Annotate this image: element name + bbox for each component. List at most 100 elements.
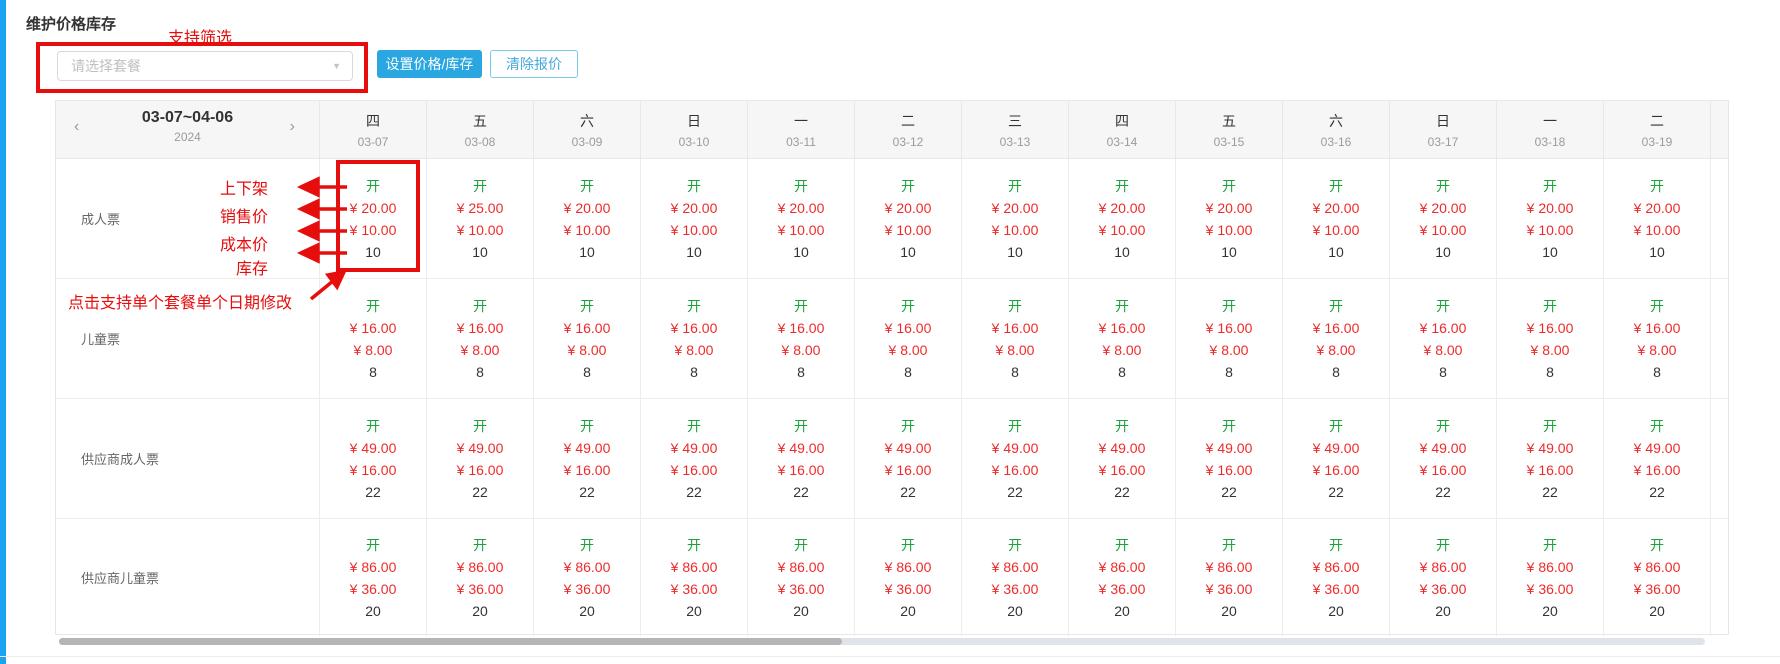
price-cell[interactable]: 开 ¥ 49.00 ¥ 16.00 22 [747,399,854,518]
date-label: 03-09 [571,134,603,149]
stock-value: 22 [793,483,809,500]
package-select[interactable]: 请选择套餐 ▼ [57,51,353,81]
sale-price: ¥ 25.00 [456,199,504,216]
sale-price: ¥ 20.00 [1633,199,1681,216]
price-cell[interactable]: 开 ¥ 86.00 ¥ 36.00 20 [640,519,747,636]
price-cell[interactable]: 开 ¥ 49.00 ¥ 16.00 22 [1282,399,1389,518]
price-cell[interactable]: 开 ¥ 16.00 ¥ 8.00 8 [426,279,533,398]
price-cell[interactable]: 开 ¥ 16.00 ¥ 8.00 8 [640,279,747,398]
price-cell[interactable]: 开 ¥ 25.00 ¥ 10.00 10 [426,159,533,278]
day-column-header: 五 03-15 [1175,101,1282,158]
annotation-costprice-label: 成本价 [219,237,268,254]
clear-quote-button[interactable]: 清除报价 [490,50,578,78]
sale-price: ¥ 86.00 [1205,558,1253,575]
price-cell[interactable]: 开 ¥ 49.00 ¥ 16.00 22 [1389,399,1496,518]
price-cell[interactable]: 开 ¥ 86.00 ¥ 36.00 20 [1175,519,1282,636]
price-cell[interactable]: 开 ¥ 20.00 ¥ 10.00 10 [319,159,426,278]
price-cell[interactable]: 开 ¥ 86.00 ¥ 36.00 20 [533,519,640,636]
set-price-stock-button[interactable]: 设置价格/库存 [377,50,482,78]
sale-price: ¥ 16.00 [1419,319,1467,336]
price-cell[interactable]: 开 ¥ 16.00 ¥ 8.00 8 [1496,279,1603,398]
price-cell[interactable]: 开 ¥ 49.00 ¥ 16.00 22 [1068,399,1175,518]
price-cell[interactable]: 开 ¥ 20.00 ¥ 10.00 10 [1068,159,1175,278]
price-cell[interactable]: 开 ¥ 20.00 ¥ 10.00 10 [1389,159,1496,278]
price-cell[interactable]: 开 ¥ 16.00 ¥ 8.00 8 [319,279,426,398]
price-cell[interactable]: 开 ¥ 49.00 ¥ 16.00 22 [426,399,533,518]
chevron-left-icon[interactable]: ‹ [70,118,83,136]
cost-price: ¥ 36.00 [777,580,825,597]
date-label: 03-17 [1427,134,1459,149]
day-column-header: 一 03-11 [747,101,854,158]
horizontal-scrollbar-thumb[interactable] [59,638,842,645]
price-cell[interactable]: 开 ¥ 86.00 ¥ 36.00 20 [426,519,533,636]
price-cell[interactable]: 开 ¥ 49.00 ¥ 16.00 22 [640,399,747,518]
price-cell[interactable]: 开 ¥ 86.00 ¥ 36.00 20 [854,519,961,636]
price-cell[interactable]: 开 ¥ 16.00 ¥ 8.00 8 [533,279,640,398]
onoff-status: 开 [1222,177,1236,194]
weekday-label: 五 [473,112,487,129]
onoff-status: 开 [366,536,380,553]
package-select-placeholder: 请选择套餐 [71,58,141,74]
price-cell[interactable]: 开 ¥ 49.00 ¥ 16.00 22 [1496,399,1603,518]
price-cell[interactable]: 开 ¥ 16.00 ¥ 8.00 8 [1389,279,1496,398]
price-cell[interactable]: 开 ¥ 86.00 ¥ 36.00 20 [319,519,426,636]
stock-value: 10 [472,243,488,260]
sale-price: ¥ 20.00 [1419,199,1467,216]
date-range-label: 03-07~04-06 [141,109,234,126]
date-label: 03-18 [1534,134,1566,149]
sale-price: ¥ 86.00 [456,558,504,575]
date-range-year: 2024 [174,130,201,144]
price-cell[interactable]: 开 ¥ 86.00 ¥ 36.00 20 [1496,519,1603,636]
price-cell[interactable]: 开 ¥ 49.00 ¥ 16.00 22 [961,399,1068,518]
stock-value: 22 [1542,483,1558,500]
day-column-header: 六 03-09 [533,101,640,158]
price-cell[interactable]: 开 ¥ 86.00 ¥ 36.00 20 [1389,519,1496,636]
price-cell[interactable]: 开 ¥ 49.00 ¥ 16.00 22 [533,399,640,518]
price-cell[interactable]: 开 ¥ 86.00 ¥ 36.00 20 [1282,519,1389,636]
price-cell[interactable]: 开 ¥ 20.00 ¥ 10.00 10 [533,159,640,278]
price-cell[interactable]: 开 ¥ 86.00 ¥ 36.00 20 [1068,519,1175,636]
price-cell[interactable]: 开 ¥ 49.00 ¥ 16.00 22 [1603,399,1710,518]
stock-value: 8 [1546,363,1554,380]
sale-price: ¥ 20.00 [563,199,611,216]
sale-price: ¥ 49.00 [777,439,825,456]
price-cell[interactable]: 开 ¥ 16.00 ¥ 8.00 8 [1175,279,1282,398]
price-cell[interactable]: 开 ¥ 49.00 ¥ 16.00 22 [854,399,961,518]
stock-value: 22 [1007,483,1023,500]
price-cell[interactable]: 开 ¥ 20.00 ¥ 10.00 10 [640,159,747,278]
price-cell[interactable]: 开 ¥ 16.00 ¥ 8.00 8 [747,279,854,398]
price-cell[interactable]: 开 ¥ 16.00 ¥ 8.00 8 [961,279,1068,398]
stock-value: 10 [1007,243,1023,260]
price-cell[interactable]: 开 ¥ 20.00 ¥ 10.00 10 [961,159,1068,278]
day-column-header: 六 03-16 [1282,101,1389,158]
day-column-header: 日 03-17 [1389,101,1496,158]
price-cell[interactable]: 开 ¥ 20.00 ¥ 10.00 10 [1603,159,1710,278]
price-cell[interactable]: 开 ¥ 86.00 ¥ 36.00 20 [961,519,1068,636]
chevron-right-icon[interactable]: › [286,118,299,136]
price-cell[interactable]: 开 ¥ 16.00 ¥ 8.00 8 [854,279,961,398]
day-column-header: 四 03-14 [1068,101,1175,158]
price-cell[interactable]: 开 ¥ 20.00 ¥ 10.00 10 [1496,159,1603,278]
date-label: 03-15 [1213,134,1245,149]
onoff-status: 开 [687,297,701,314]
price-cell[interactable]: 开 ¥ 16.00 ¥ 8.00 8 [1068,279,1175,398]
stock-value: 8 [476,363,484,380]
sale-price: ¥ 49.00 [1526,439,1574,456]
price-cell[interactable]: 开 ¥ 20.00 ¥ 10.00 10 [1175,159,1282,278]
price-cell[interactable]: 开 ¥ 16.00 ¥ 8.00 8 [1603,279,1710,398]
calendar-header-row: ‹ 03-07~04-06 2024 › 四 03-07 五 03-08 六 03-09 日… [56,101,1728,159]
price-cell[interactable]: 开 ¥ 86.00 ¥ 36.00 20 [747,519,854,636]
onoff-status: 开 [1222,297,1236,314]
horizontal-scrollbar-track[interactable] [59,638,1705,645]
price-cell[interactable]: 开 ¥ 20.00 ¥ 10.00 10 [1282,159,1389,278]
price-cell[interactable]: 开 ¥ 20.00 ¥ 10.00 10 [747,159,854,278]
price-cell[interactable]: 开 ¥ 49.00 ¥ 16.00 22 [1175,399,1282,518]
price-cell[interactable]: 开 ¥ 49.00 ¥ 16.00 22 [319,399,426,518]
stock-value: 20 [1007,602,1023,619]
price-cell[interactable]: 开 ¥ 86.00 ¥ 36.00 20 [1603,519,1710,636]
price-cell[interactable]: 开 ¥ 20.00 ¥ 10.00 10 [854,159,961,278]
price-cell[interactable]: 开 ¥ 16.00 ¥ 8.00 8 [1282,279,1389,398]
price-calendar-table: ‹ 03-07~04-06 2024 › 四 03-07 五 03-08 六 03-09 日… [55,100,1729,636]
cost-price: ¥ 10.00 [456,221,504,238]
weekday-label: 四 [366,112,380,129]
